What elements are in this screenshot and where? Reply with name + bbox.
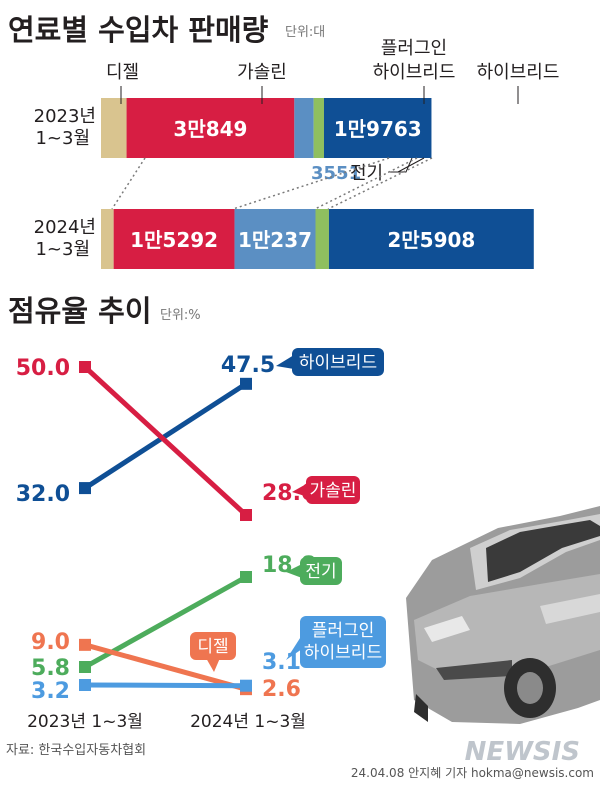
point-phev-2023	[79, 679, 91, 691]
bar-category-row-2023: 2023년 1~3월	[34, 106, 96, 149]
ev-leader-line	[388, 157, 413, 173]
share-line-chart: 32.047.550.028.05.818.89.02.63.23.1하이브리드…	[16, 348, 386, 704]
connector-gasoline-end	[232, 157, 390, 210]
point-ev-2023	[79, 661, 91, 673]
series-tag-phev: 플러그인 하이브리드	[286, 616, 386, 668]
point-label-diesel-2024: 2.6	[262, 677, 301, 702]
point-label-phev-2023: 3.2	[31, 679, 70, 704]
series-tag-label-phev: 플러그인 하이브리드	[304, 621, 382, 663]
bar-value-hybrid-row-2023: 1만9763	[334, 117, 422, 141]
point-hybrid-2024	[240, 377, 252, 390]
bar-segment-diesel-row-2024	[101, 209, 114, 269]
point-phev-2024	[240, 679, 252, 692]
point-ev-2024	[240, 571, 252, 583]
phev-leader-tick	[397, 157, 425, 173]
main-title: 연료별 수입차 판매량	[8, 13, 269, 47]
series-tag-label-diesel: 디젤	[197, 637, 228, 657]
bar-label-diesel: 디젤	[106, 62, 139, 83]
bar-label-gasoline: 가솔린	[237, 62, 287, 83]
bar-value-gasoline-row-2023: 3만849	[173, 117, 247, 141]
connector-ev-end	[314, 157, 418, 210]
connector-diesel-end	[111, 157, 146, 210]
bar-label-phev-line1: 플러그인	[381, 38, 447, 59]
point-label-hybrid-2024: 47.5	[221, 353, 275, 378]
series-line-hybrid	[83, 381, 248, 491]
ev-name-label: 전기	[350, 163, 383, 184]
series-line-gasoline	[83, 365, 248, 517]
point-label-diesel-2023: 9.0	[31, 630, 70, 655]
bar-segment-hybrid-row-2024	[328, 209, 534, 269]
bar-category-row-2024: 2024년 1~3월	[34, 217, 96, 260]
bar-value-gasoline-row-2024: 1만5292	[130, 228, 218, 252]
share-unit: 단위:%	[160, 308, 201, 323]
bar-label-phev-line2: 하이브리드	[373, 62, 456, 83]
point-label-phev-2024: 3.1	[262, 650, 301, 675]
point-label-gasoline-2023: 50.0	[16, 356, 70, 381]
series-tag-gasoline: 가솔린	[292, 476, 360, 504]
series-tag-hybrid: 하이브리드	[276, 348, 384, 376]
point-gasoline-2023	[79, 361, 91, 373]
stacked-bar-chart: 2023년 1~3월 3만849 1만9763 2024년 1~3월 1만5292 1만237…	[34, 98, 534, 269]
bar-label-hybrid: 하이브리드	[477, 62, 560, 83]
car-illustration	[406, 506, 600, 724]
credit-text: 24.04.08 안지혜 기자 hokma@newsis.com	[351, 766, 594, 780]
point-hybrid-2023	[79, 482, 91, 495]
series-line-diesel	[84, 642, 247, 692]
bar-segment-phev-row-2023	[313, 98, 324, 158]
series-tag-label-gasoline: 가솔린	[310, 481, 357, 501]
bar-segment-hybrid-row-2023	[323, 98, 432, 158]
series-tag-label-hybrid: 하이브리드	[299, 353, 377, 373]
point-label-ev-2023: 5.8	[31, 656, 70, 681]
point-diesel-2023	[79, 638, 91, 651]
bar-value-ev-row-2024: 1만237	[238, 228, 312, 252]
bar-segment-ev-row-2024	[234, 209, 316, 269]
x-label-2023: 2023년 1~3월	[27, 712, 143, 732]
ev-value-label: 3551	[311, 163, 361, 184]
series-tag-ev: 전기	[286, 557, 342, 585]
main-unit: 단위:대	[285, 25, 325, 40]
x-label-2024: 2024년 1~3월	[190, 712, 306, 732]
newsis-watermark: NEWSIS	[465, 737, 580, 767]
bar-segment-gasoline-row-2023	[126, 98, 295, 158]
bar-value-hybrid-row-2024: 2만5908	[387, 228, 475, 252]
bar-segment-diesel-row-2023	[101, 98, 127, 158]
share-title: 점유율 추이	[8, 294, 152, 328]
point-label-hybrid-2023: 32.0	[16, 482, 70, 507]
bar-segment-gasoline-row-2024	[113, 209, 235, 269]
series-line-phev	[84, 682, 247, 689]
bar-segment-ev-row-2023	[294, 98, 314, 158]
connector-phev-end	[327, 157, 433, 210]
bar-segment-phev-row-2024	[315, 209, 329, 269]
series-tag-diesel: 디젤	[190, 632, 236, 672]
series-tag-label-ev: 전기	[305, 562, 336, 582]
source-text: 자료: 한국수입자동차협회	[6, 743, 146, 758]
point-gasoline-2024	[240, 509, 252, 521]
